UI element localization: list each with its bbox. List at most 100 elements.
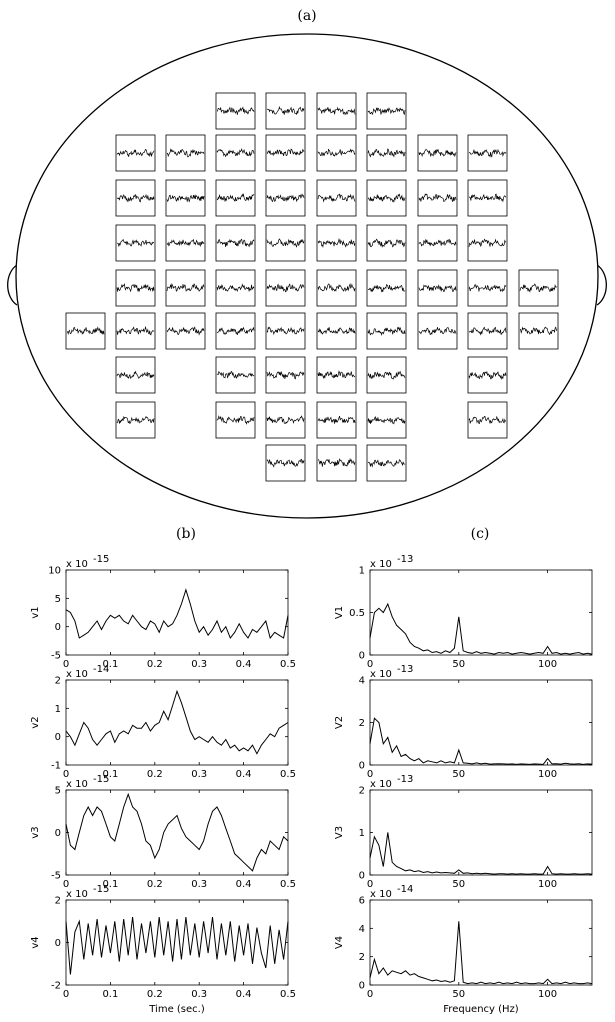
y-tick-label: -1 <box>51 761 61 772</box>
multiplier-exponent: -13 <box>397 664 413 675</box>
y-axis-label: v2 <box>30 716 41 728</box>
y-tick-label: 2 <box>55 676 61 687</box>
multiplier-base: x 10 <box>66 559 88 570</box>
multiplier-base: x 10 <box>370 669 392 680</box>
y-tick-label: 0 <box>55 622 61 633</box>
x-axis-label: Frequency (Hz) <box>443 1004 519 1015</box>
axes-frame <box>66 570 288 655</box>
multiplier-base: x 10 <box>370 889 392 900</box>
x-tick-label: 0.5 <box>280 989 296 1000</box>
y-tick-label: 10 <box>48 566 61 577</box>
data-line <box>370 833 592 875</box>
multiplier-base: x 10 <box>370 559 392 570</box>
y-tick-label: 2 <box>55 896 61 907</box>
x-tick-label: 50 <box>452 769 465 780</box>
y-tick-label: -5 <box>51 651 61 662</box>
multiplier-exponent: -15 <box>93 884 109 895</box>
axes-frame <box>370 680 592 765</box>
x-tick-label: 0.4 <box>236 879 252 890</box>
x-tick-label: 100 <box>538 989 557 1000</box>
x-tick-label: 0 <box>63 989 69 1000</box>
y-tick-label: 4 <box>359 676 365 687</box>
y-tick-label: 2 <box>359 718 365 729</box>
multiplier-base: x 10 <box>66 779 88 790</box>
x-tick-label: 0.3 <box>191 659 207 670</box>
axes-frame <box>370 790 592 875</box>
sensor-box <box>216 270 255 306</box>
y-tick-label: 1 <box>359 828 365 839</box>
sensor-box <box>266 180 305 216</box>
panel-label: (b) <box>176 526 196 542</box>
y-axis-label: V4 <box>334 936 345 949</box>
x-tick-label: 0.3 <box>191 769 207 780</box>
y-tick-label: 5 <box>55 594 61 605</box>
x-tick-label: 0.3 <box>191 879 207 890</box>
axes-frame <box>370 570 592 655</box>
x-tick-label: 100 <box>538 879 557 890</box>
x-tick-label: 100 <box>538 659 557 670</box>
multiplier-exponent: -14 <box>397 884 413 895</box>
multiplier-base: x 10 <box>66 669 88 680</box>
x-tick-label: 0.5 <box>280 659 296 670</box>
y-axis-label: V1 <box>334 606 345 619</box>
data-line <box>370 604 592 654</box>
sensor-box <box>116 180 155 216</box>
x-tick-label: 50 <box>452 989 465 1000</box>
multiplier-exponent: -14 <box>93 664 109 675</box>
y-axis-label: v3 <box>30 826 41 838</box>
x-tick-label: 0.4 <box>236 989 252 1000</box>
y-tick-label: 1 <box>359 566 365 577</box>
head-outline <box>16 34 598 518</box>
multiplier-exponent: -13 <box>397 554 413 565</box>
x-tick-label: 0.5 <box>280 879 296 890</box>
x-tick-label: 0.4 <box>236 659 252 670</box>
data-line <box>66 691 288 753</box>
x-tick-label: 100 <box>538 769 557 780</box>
sensor-box <box>317 135 356 171</box>
y-tick-label: 0 <box>55 938 61 949</box>
multiplier-exponent: -15 <box>93 774 109 785</box>
sensor-box <box>367 357 406 393</box>
x-tick-label: 0.2 <box>147 769 163 780</box>
axes-frame <box>66 790 288 875</box>
data-line <box>66 590 288 638</box>
multiplier-exponent: -13 <box>397 774 413 785</box>
y-tick-label: 0 <box>359 981 365 992</box>
x-tick-label: 50 <box>452 659 465 670</box>
multiplier-exponent: -15 <box>93 554 109 565</box>
sensor-box <box>468 402 507 438</box>
y-tick-label: 0 <box>359 651 365 662</box>
x-tick-label: 0.3 <box>191 989 207 1000</box>
y-tick-label: 0 <box>359 871 365 882</box>
panel-label: (a) <box>297 8 316 24</box>
y-tick-label: 0.5 <box>349 608 365 619</box>
sensor-box <box>468 135 507 171</box>
y-tick-label: 1 <box>55 704 61 715</box>
y-axis-label: v4 <box>30 936 41 948</box>
data-line <box>370 718 592 764</box>
y-tick-label: 0 <box>55 828 61 839</box>
y-tick-label: 2 <box>359 786 365 797</box>
data-line <box>66 794 288 871</box>
figure: (a) (b) (c) -5051000.10.20.30.40.5x 10-1… <box>0 0 615 1022</box>
y-axis-label: v1 <box>30 606 41 618</box>
head <box>8 34 607 518</box>
y-tick-label: 0 <box>55 732 61 743</box>
sensor-box <box>116 313 155 349</box>
x-tick-label: 0.2 <box>147 659 163 670</box>
y-tick-label: -2 <box>51 981 61 992</box>
y-tick-label: 4 <box>359 924 365 935</box>
y-axis-label: V2 <box>334 716 345 729</box>
multiplier-base: x 10 <box>370 779 392 790</box>
y-axis-label: V3 <box>334 826 345 839</box>
x-tick-label: 0 <box>367 989 373 1000</box>
y-tick-label: 5 <box>55 786 61 797</box>
x-axis-label: Time (sec.) <box>148 1004 205 1015</box>
x-tick-label: 0.4 <box>236 769 252 780</box>
multiplier-base: x 10 <box>66 889 88 900</box>
y-tick-label: 0 <box>359 761 365 772</box>
x-tick-label: 50 <box>452 879 465 890</box>
x-tick-label: 0.2 <box>147 989 163 1000</box>
x-tick-label: 0.1 <box>102 989 118 1000</box>
y-tick-label: 2 <box>359 952 365 963</box>
